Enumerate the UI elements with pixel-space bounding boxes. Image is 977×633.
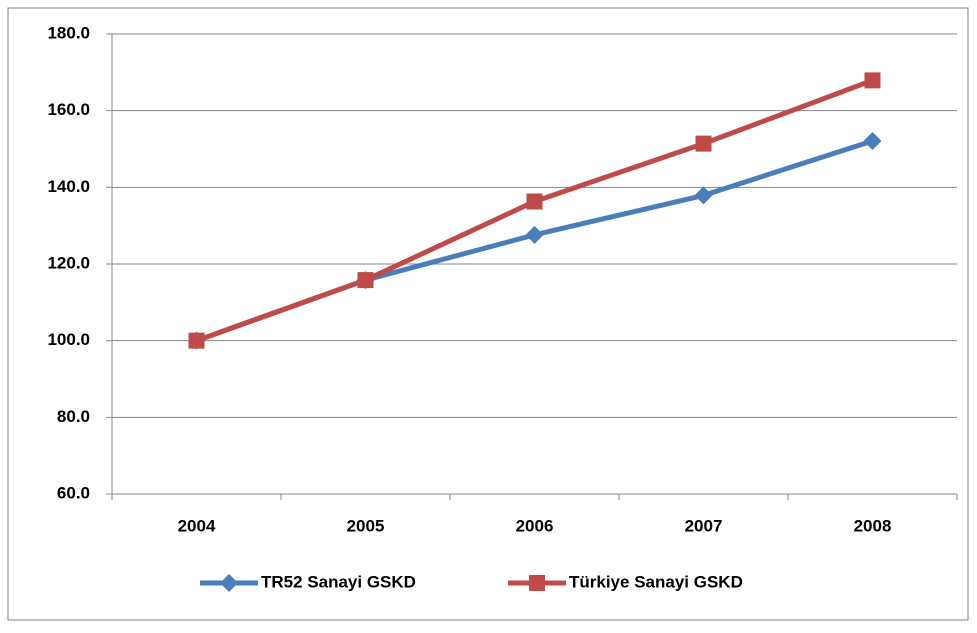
- marker: [188, 332, 205, 349]
- y-tick-label: 80.0: [57, 407, 90, 426]
- y-tick-label: 160.0: [47, 100, 90, 119]
- marker: [220, 574, 238, 592]
- marker: [694, 186, 713, 205]
- marker: [525, 225, 544, 244]
- marker: [695, 135, 712, 152]
- x-tick-label: 2005: [347, 516, 385, 535]
- y-tick-label: 60.0: [57, 483, 90, 502]
- legend-label: TR52 Sanayi GSKD: [261, 572, 416, 591]
- x-tick-label: 2006: [516, 516, 554, 535]
- x-tick-label: 2008: [854, 516, 892, 535]
- marker: [863, 131, 882, 150]
- chart-border: [7, 7, 969, 621]
- y-tick-label: 120.0: [47, 253, 90, 272]
- y-tick-label: 100.0: [47, 330, 90, 349]
- marker: [864, 72, 881, 89]
- x-tick-label: 2004: [178, 516, 216, 535]
- marker: [357, 272, 374, 289]
- y-tick-label: 180.0: [47, 23, 90, 42]
- y-tick-label: 140.0: [47, 177, 90, 196]
- marker: [529, 575, 545, 591]
- x-tick-label: 2007: [685, 516, 723, 535]
- legend-label: Türkiye Sanayi GSKD: [569, 572, 743, 591]
- marker: [526, 193, 543, 210]
